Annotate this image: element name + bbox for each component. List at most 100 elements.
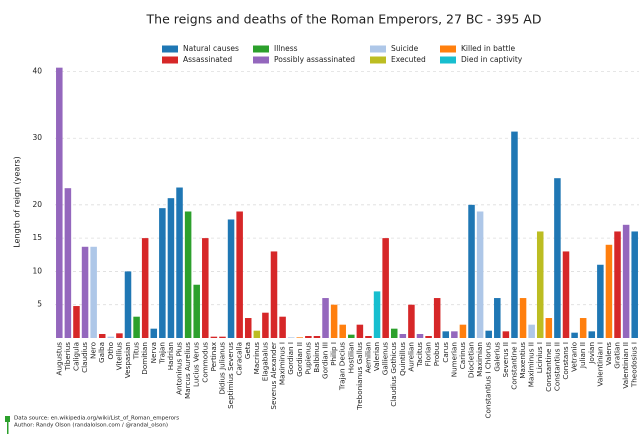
bar: [494, 298, 501, 338]
bar: [305, 336, 312, 338]
x-tick-label: Maximian: [475, 342, 484, 377]
bar: [348, 334, 355, 338]
bar: [390, 328, 398, 338]
y-axis-label: Length of reign (years): [13, 156, 22, 248]
bar: [330, 304, 338, 338]
x-tick-label: Augustus: [54, 342, 63, 376]
x-tick-label: Marcus Aurelius: [183, 342, 192, 399]
bar: [150, 328, 158, 338]
x-tick-label: Valens: [604, 342, 613, 366]
bar: [339, 324, 346, 338]
x-tick-label: Nerva: [149, 342, 158, 363]
x-tick-label: Vetranio: [570, 342, 579, 372]
bar: [159, 208, 166, 338]
bar: [236, 211, 243, 338]
legend-label: Died in captivity: [461, 55, 523, 64]
x-tick-label: Gordian I: [286, 342, 295, 375]
bar: [502, 331, 510, 338]
x-tick-label: Diocletian: [467, 342, 476, 378]
bar: [313, 336, 321, 338]
bar: [442, 331, 450, 338]
bar: [244, 318, 252, 338]
x-tick-label: Tacitus: [415, 342, 424, 368]
bar: [622, 224, 630, 338]
bar: [287, 337, 295, 338]
bar: [528, 324, 535, 338]
legend-label: Executed: [391, 55, 426, 64]
x-tick-label: Constantine I: [509, 342, 518, 390]
bar: [90, 246, 97, 338]
bar: [253, 330, 261, 338]
bar: [262, 312, 269, 338]
x-tick-label: Tiberius: [63, 342, 72, 372]
x-tick-label: Licinius I: [535, 342, 544, 373]
legend-label: Suicide: [391, 44, 419, 53]
x-tick-label: Pertinax: [209, 341, 218, 371]
bar: [511, 131, 518, 338]
x-tick-label: Quintillus: [398, 342, 407, 376]
bar: [141, 238, 149, 338]
legend-label: Illness: [274, 44, 298, 53]
footer-text: Author: Randy Olson (randalolson.com / @…: [14, 423, 168, 429]
x-tick-label: Florian: [424, 342, 433, 366]
bar: [597, 264, 604, 338]
x-tick-label: Nero: [89, 342, 98, 359]
legend-swatch: [162, 56, 178, 64]
x-tick-label: Elagabalus: [260, 342, 269, 381]
legend-label: Natural causes: [183, 44, 239, 53]
x-tick-label: Carus: [441, 342, 450, 363]
y-tick-label: 20: [32, 200, 42, 209]
bar: [571, 332, 578, 338]
x-tick-label: Claudius Gothicus: [389, 342, 398, 407]
bar: [382, 238, 389, 338]
bar: [451, 331, 458, 338]
bar: [545, 318, 553, 338]
x-tick-label: Probus: [432, 342, 441, 367]
x-tick-label: Julian II: [578, 342, 587, 369]
bar: [373, 291, 381, 338]
bar: [519, 298, 527, 338]
legend-swatch: [440, 45, 456, 53]
legend-label: Possibly assassinated: [274, 55, 355, 64]
bar: [485, 330, 492, 338]
bar: [433, 298, 441, 338]
x-tick-label: Trajan: [157, 342, 166, 365]
x-tick-label: Severus Alexander: [269, 342, 278, 410]
y-tick-label: 10: [32, 266, 42, 275]
bar: [554, 178, 561, 338]
x-tick-label: Galba: [97, 342, 106, 363]
bar: [562, 251, 570, 338]
legend-swatch: [370, 45, 386, 53]
x-tick-label: Maximinus II: [527, 342, 536, 387]
legend-swatch: [162, 45, 178, 53]
bar: [399, 334, 407, 338]
y-tick-label: 15: [32, 233, 42, 242]
x-tick-label: Gratian: [613, 342, 622, 369]
x-tick-label: Macrinus: [252, 342, 261, 375]
bar: [184, 211, 192, 338]
legend-label: Killed in battle: [461, 44, 515, 53]
x-tick-label: Theodosius I: [630, 342, 639, 388]
bar: [98, 334, 106, 338]
x-tick-label: Numerian: [449, 342, 458, 377]
bar: [296, 337, 304, 338]
x-tick-label: Domitian: [140, 342, 149, 375]
x-tick-label: Gordian III: [321, 342, 330, 379]
x-tick-label: Vitellius: [114, 342, 123, 371]
x-tick-label: Antoninus Pius: [175, 342, 184, 395]
x-tick-label: Didius Julianus: [217, 342, 226, 395]
bar: [579, 318, 587, 338]
bar: [425, 336, 432, 338]
x-tick-label: Caracalla: [235, 342, 244, 376]
x-tick-label: Gallienus: [381, 342, 390, 375]
bar: [219, 336, 226, 338]
legend-swatch: [440, 56, 456, 64]
bar: [416, 334, 424, 338]
bar: [605, 244, 613, 338]
bar: [81, 246, 89, 338]
bar: [202, 238, 209, 338]
bar: [107, 336, 115, 338]
chart-title: The reigns and deaths of the Roman Emper…: [146, 12, 542, 27]
bar: [322, 298, 329, 338]
